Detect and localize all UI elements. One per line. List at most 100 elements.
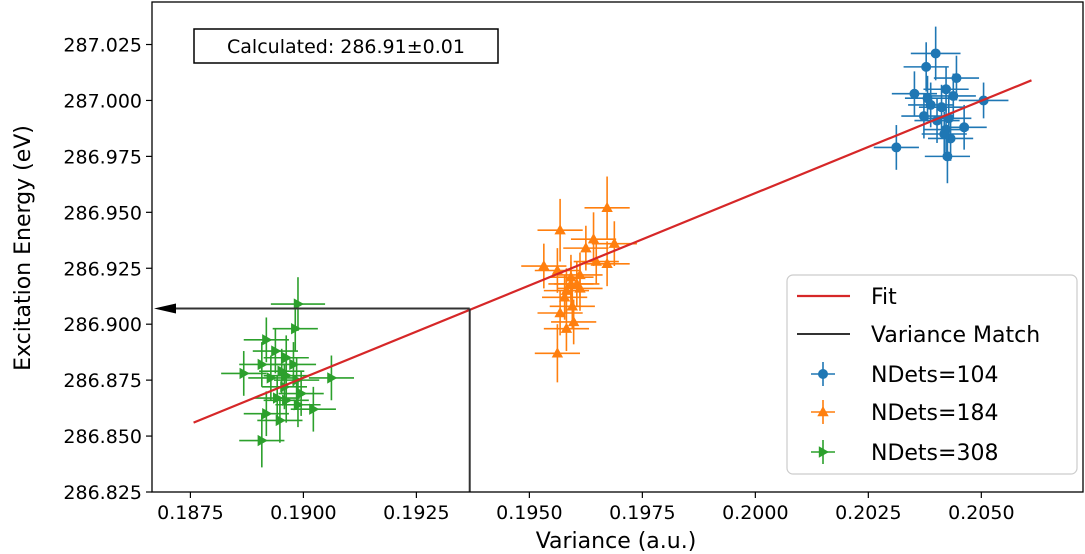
data-point [239, 413, 285, 468]
marker [296, 387, 308, 400]
y-tick-label: 286.925 [63, 258, 142, 280]
marker [554, 307, 566, 318]
marker [941, 84, 952, 95]
marker [930, 48, 941, 59]
marker [948, 90, 959, 101]
x-tick-label: 0.1925 [383, 502, 449, 524]
marker [293, 298, 304, 310]
axes-frame [151, 1, 1084, 493]
data-point [270, 277, 326, 331]
legend-marker [817, 406, 829, 417]
data-point [584, 176, 630, 240]
marker [327, 372, 338, 384]
data-point [221, 351, 267, 396]
legend-handle-ndets-184 [811, 400, 835, 424]
x-tick-label: 0.2025 [835, 502, 901, 524]
legend-label-ndets-104: NDets=104 [871, 363, 998, 388]
y-tick-label: 286.950 [63, 202, 142, 224]
data-point [252, 328, 298, 374]
data-point [534, 324, 580, 383]
data-point [239, 342, 285, 387]
y-axis-title: Excitation Energy (eV) [11, 125, 36, 371]
data-point [257, 398, 303, 443]
marker [282, 352, 293, 364]
data-point [537, 198, 583, 262]
x-axis: 0.1875 0.1900 0.1925 0.1950 0.1975 0.2000 0.20… [157, 492, 1015, 524]
marker [566, 300, 579, 311]
legend-label-variance-match: Variance Match [871, 323, 1040, 348]
y-tick-label: 286.825 [63, 482, 142, 504]
x-tick-label: 0.2000 [722, 502, 788, 524]
marker [271, 345, 282, 357]
annotation-text: Calculated: 286.91±0.01 [227, 36, 465, 58]
data-point [243, 391, 289, 437]
marker [257, 434, 268, 447]
x-tick-label: 0.1900 [270, 502, 336, 524]
legend-handle-ndets-104 [811, 362, 835, 386]
y-tick-label: 286.875 [63, 370, 142, 392]
data-point [272, 306, 318, 352]
marker [291, 322, 302, 335]
data-point [873, 125, 919, 170]
x-tick-label: 0.1950 [496, 502, 562, 524]
marker [257, 358, 268, 371]
marker [601, 201, 613, 213]
x-tick-label: 0.2050 [948, 502, 1014, 524]
data-point [930, 73, 976, 119]
legend-label-ndets-184: NDets=184 [871, 401, 998, 426]
marker [925, 99, 936, 110]
marker [574, 282, 586, 293]
marker [560, 284, 573, 295]
marker [959, 122, 970, 133]
variance-match-arrowhead [154, 303, 176, 314]
annotation-box: Calculated: 286.91±0.01 [193, 28, 499, 64]
x-axis-title: Variance (a.u.) [536, 529, 697, 554]
marker [942, 151, 953, 162]
marker [891, 142, 902, 153]
marker [538, 260, 550, 271]
marker [293, 399, 304, 411]
marker [309, 403, 320, 415]
marker [608, 237, 621, 248]
data-point [243, 317, 289, 363]
data-point [903, 42, 949, 92]
marker [560, 322, 573, 333]
marker [262, 407, 273, 420]
legend-label-ndets-308: NDets=308 [871, 441, 998, 466]
marker [262, 334, 273, 346]
x-tick-label: 0.1975 [609, 502, 675, 524]
marker [275, 414, 286, 427]
data-point [923, 66, 969, 112]
marker [567, 315, 580, 327]
marker [289, 358, 300, 371]
marker [909, 88, 920, 99]
series-ndets-308 [221, 277, 355, 468]
legend-marker [818, 369, 828, 379]
data-point [521, 243, 567, 289]
fit-line [193, 79, 1032, 424]
y-tick-label: 286.975 [63, 146, 142, 168]
data-point [921, 111, 967, 157]
marker [239, 367, 250, 380]
x-tick-label: 0.1875 [157, 502, 223, 524]
marker [565, 277, 577, 289]
legend-marker [818, 446, 829, 458]
marker [580, 242, 592, 253]
data-point [910, 26, 961, 81]
data-point [584, 241, 630, 287]
marker [266, 372, 277, 384]
series-ndets-104 [873, 26, 1009, 184]
marker [587, 233, 600, 244]
marker [280, 381, 291, 393]
y-axis: 286.825 286.850 286.875 286.900 286.925 286.9… [63, 35, 152, 504]
legend-label-fit: Fit [871, 285, 897, 310]
y-tick-label: 286.900 [63, 314, 142, 336]
marker [558, 291, 571, 302]
marker [554, 224, 566, 235]
marker [921, 61, 932, 72]
legend: Fit Variance Match NDets=104 NDets=184 N… [786, 274, 1078, 475]
legend-handle-ndets-308 [811, 440, 835, 464]
marker [551, 347, 564, 358]
plot-area [151, 1, 1084, 493]
